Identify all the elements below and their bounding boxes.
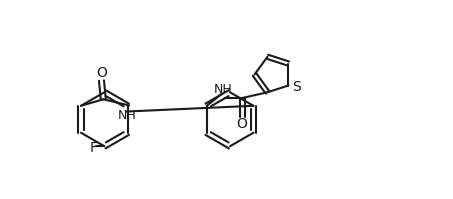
- Text: F: F: [90, 141, 97, 155]
- Text: O: O: [96, 66, 107, 80]
- Text: O: O: [236, 117, 247, 132]
- Text: NH: NH: [117, 109, 136, 122]
- Text: NH: NH: [213, 83, 232, 97]
- Text: S: S: [292, 80, 301, 94]
